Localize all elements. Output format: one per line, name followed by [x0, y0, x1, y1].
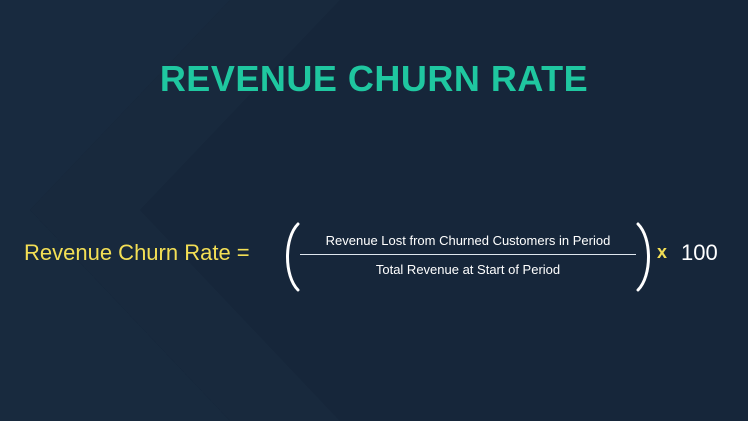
left-parenthesis [286, 222, 300, 292]
multiply-operator: x [657, 242, 668, 262]
fraction-line [300, 254, 636, 255]
right-parenthesis [636, 222, 650, 292]
fraction-denominator: Total Revenue at Start of Period [375, 262, 561, 277]
fraction-numerator: Revenue Lost from Churned Customers in P… [325, 233, 611, 248]
multiplier-value: 100 [681, 240, 718, 265]
page-title: REVENUE CHURN RATE [159, 58, 589, 99]
formula-lhs: Revenue Churn Rate = [24, 240, 250, 265]
